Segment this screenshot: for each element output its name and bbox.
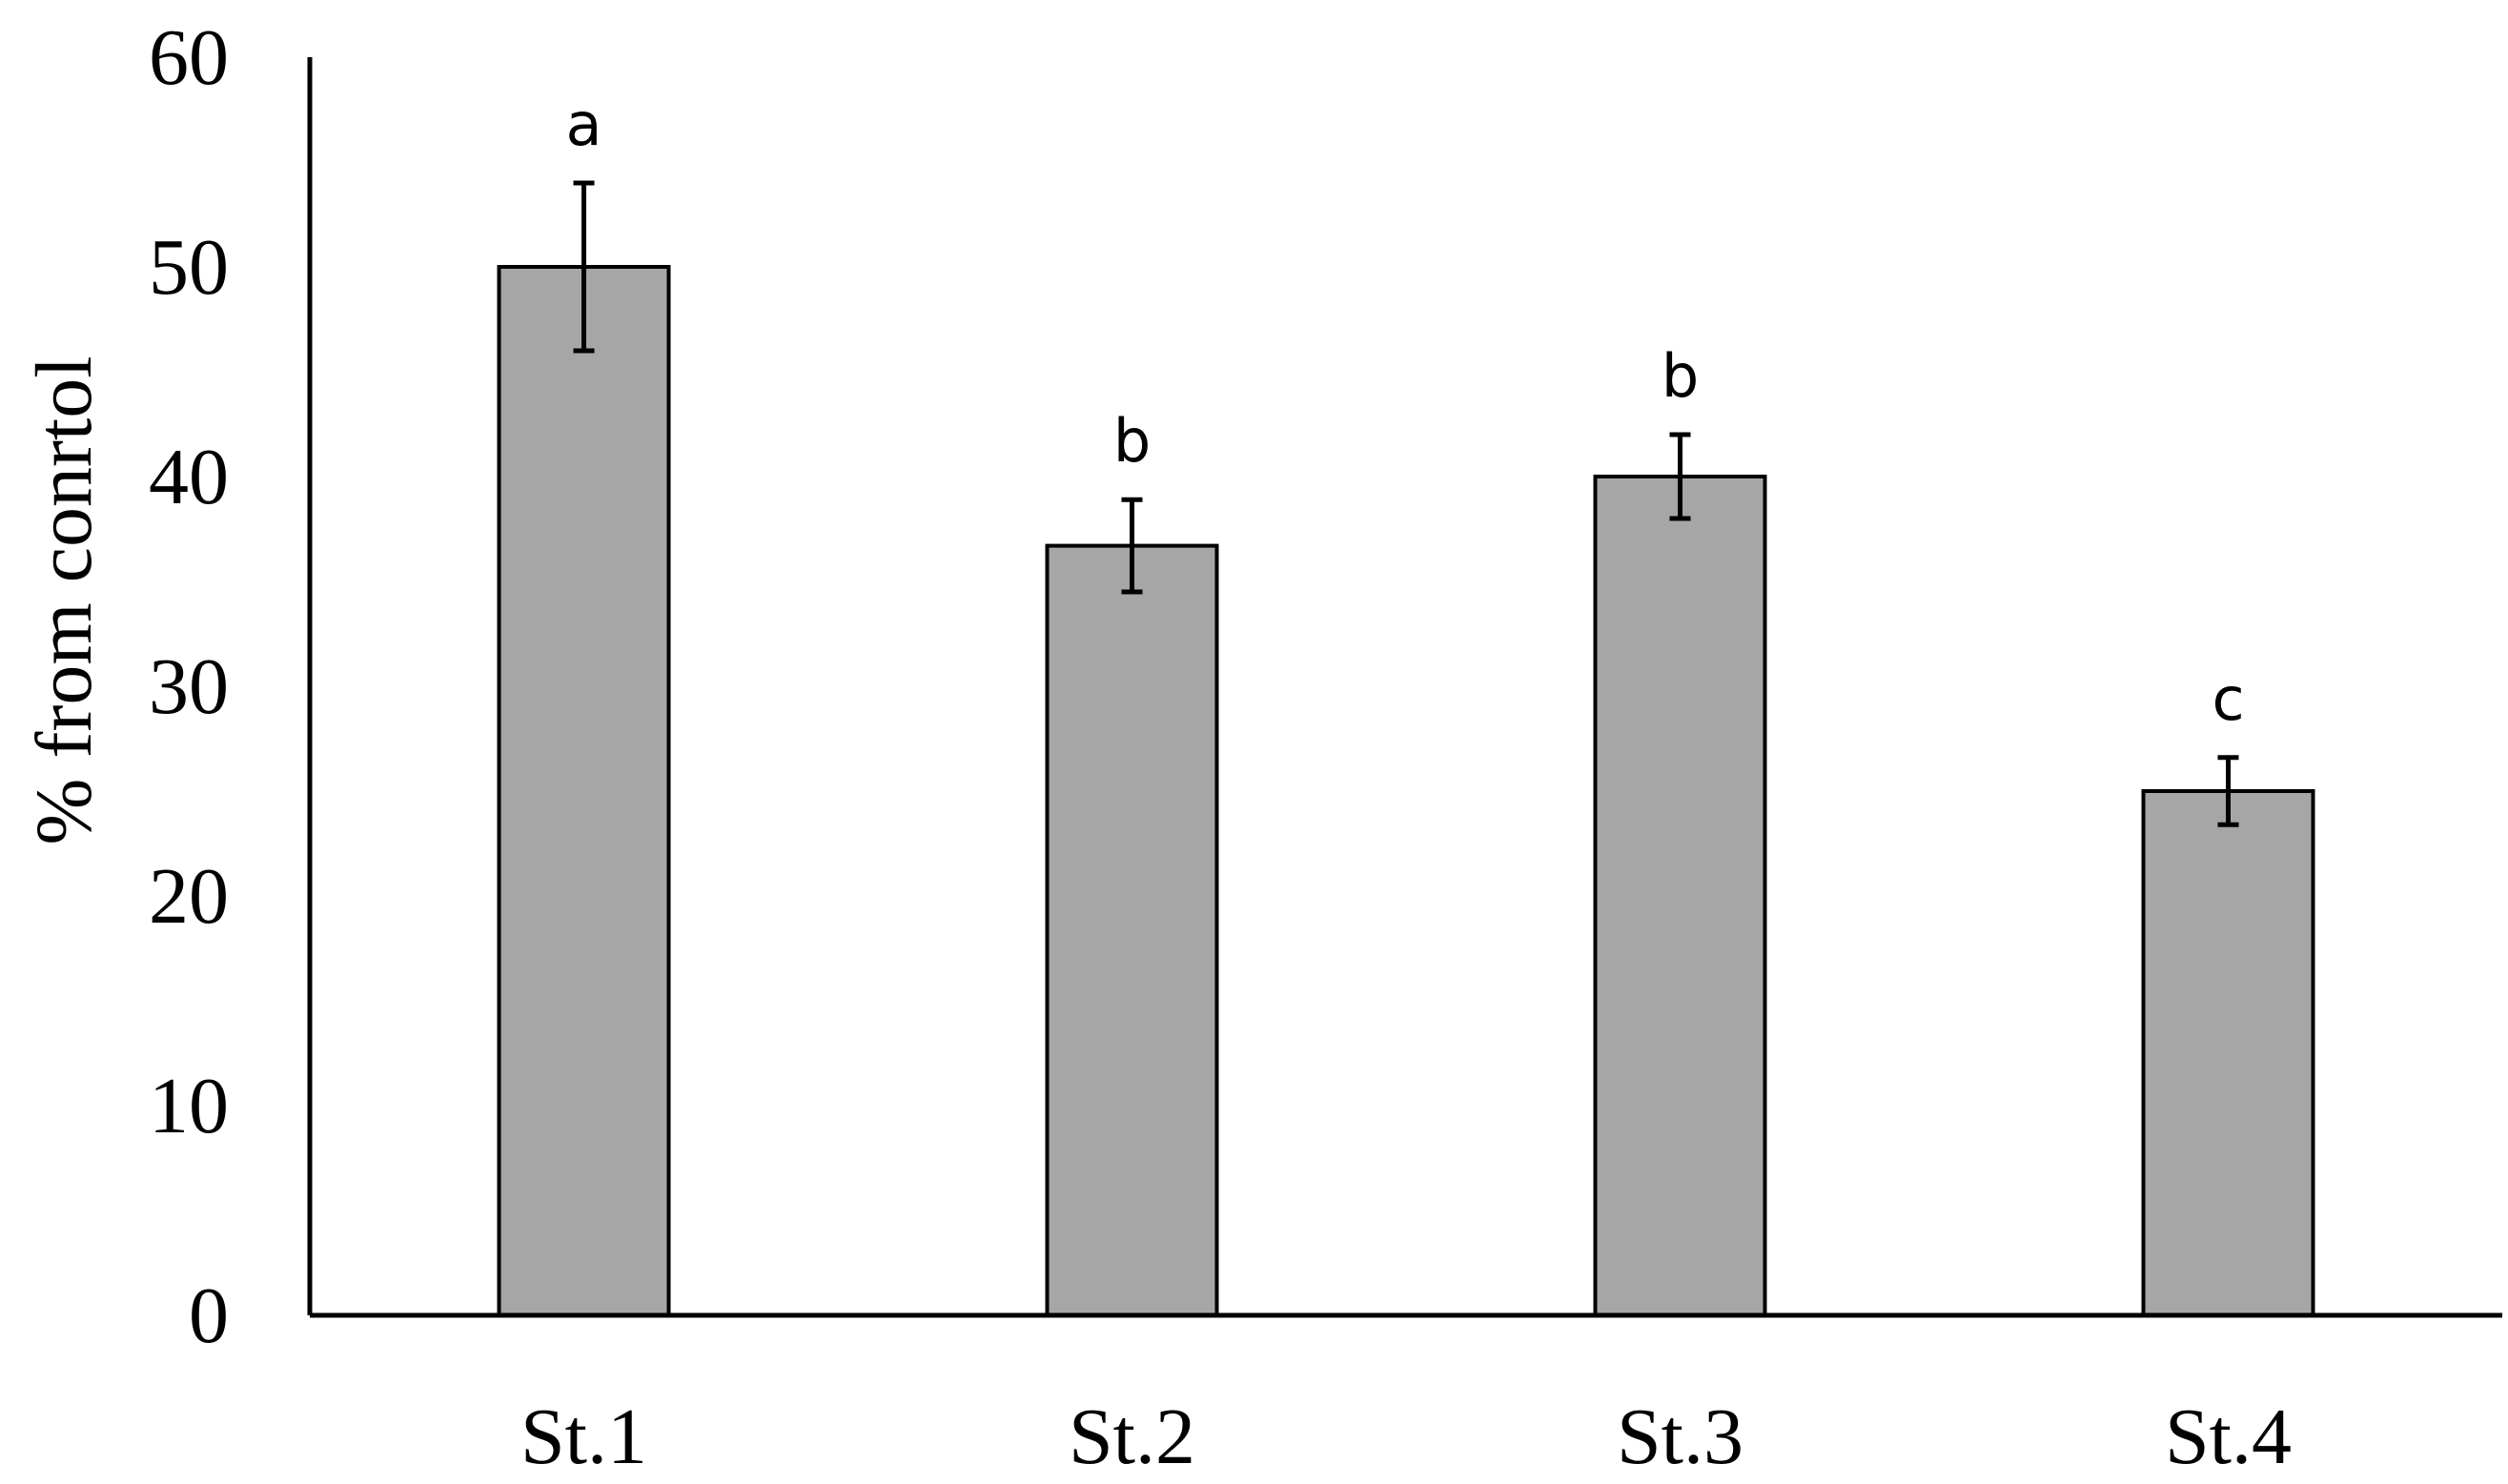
- significance-label-1: a: [566, 90, 602, 159]
- x-tick-label: St.1: [520, 1393, 647, 1481]
- x-tick-label: St.4: [2165, 1393, 2292, 1481]
- bars: [497, 265, 2315, 1317]
- x-tick-label: St.2: [1069, 1393, 1195, 1481]
- bar-4: [2141, 789, 2315, 1317]
- x-axis-ticks: St.1 St.2 St.3 St.4: [520, 1393, 2292, 1481]
- error-bar-4: [2217, 755, 2239, 827]
- y-tick-label: 10: [149, 1062, 229, 1150]
- y-axis-ticks: 0 10 20 30 40 50 60: [149, 13, 229, 1360]
- significance-label-2: b: [1113, 406, 1151, 476]
- x-tick-label: St.3: [1617, 1393, 1743, 1481]
- error-bar-1: [573, 180, 595, 354]
- significance-label-3: b: [1662, 341, 1699, 411]
- bar-3: [1593, 475, 1767, 1317]
- y-tick-label: 60: [149, 13, 229, 102]
- y-tick-label: 40: [149, 433, 229, 521]
- error-bar-2: [1121, 497, 1143, 595]
- y-tick-label: 50: [149, 223, 229, 312]
- bar-2: [1045, 543, 1219, 1317]
- bar-1: [497, 265, 671, 1317]
- y-tick-label: 0: [189, 1271, 229, 1360]
- significance-label-4: c: [2212, 664, 2244, 734]
- error-bar-3: [1669, 432, 1691, 521]
- error-bars: [573, 180, 2239, 827]
- y-tick-label: 20: [149, 852, 229, 941]
- y-axis-title: % from conrtol: [20, 356, 109, 844]
- y-tick-label: 30: [149, 642, 229, 731]
- significance-labels: a b b c: [566, 90, 2245, 734]
